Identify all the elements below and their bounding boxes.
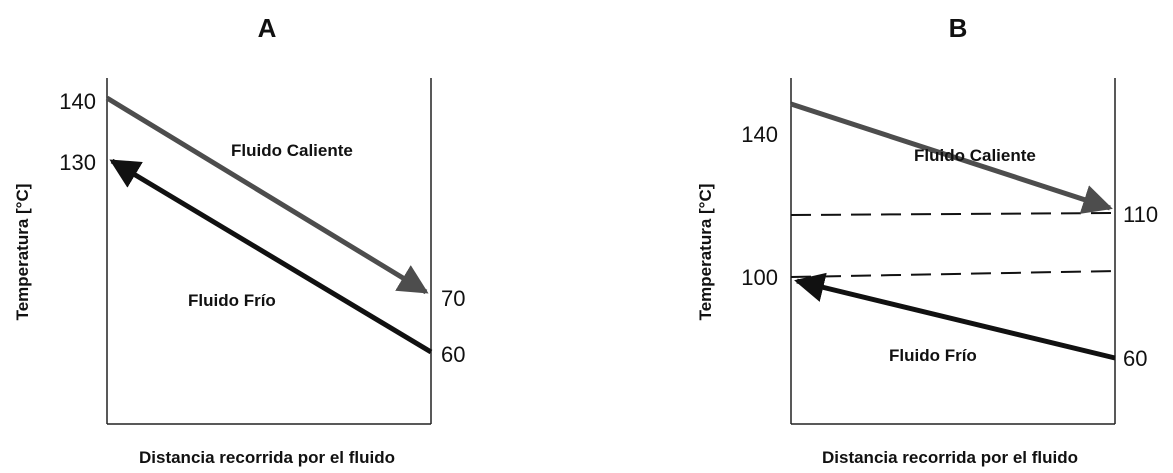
panel-b-y-axis-label: Temperatura [°C] [696, 184, 715, 321]
panel-b-title: B [949, 13, 968, 43]
panel-a-tick-140: 140 [59, 89, 96, 114]
panel-b-cold-fluid-line [794, 272, 1116, 361]
panel-b-dashed-line-110 [790, 212, 1116, 216]
panel-a-hot-fluid-line [105, 95, 429, 295]
panel-a-y-axis-label: Temperatura [°C] [13, 184, 32, 321]
panel-b-tick-60: 60 [1123, 346, 1147, 371]
panel-a-tick-60: 60 [441, 342, 465, 367]
panel-a-tick-70: 70 [441, 286, 465, 311]
panel-a-cold-fluid-label: Fluido Frío [188, 291, 276, 310]
panel-b-tick-140: 140 [741, 122, 778, 147]
panel-a-title: A [258, 13, 277, 43]
panel-b-hot-fluid-label: Fluido Caliente [914, 146, 1036, 165]
panel-b-tick-100: 100 [741, 265, 778, 290]
panel-b-x-axis-label: Distancia recorrida por el fluido [822, 448, 1078, 467]
panel-b-tick-110: 110 [1123, 202, 1158, 227]
panel-b-cold-fluid-label: Fluido Frío [889, 346, 977, 365]
panel-b-dashed-line-100 [790, 270, 1116, 278]
panel-a-x-axis-label: Distancia recorrida por el fluido [139, 448, 395, 467]
panel-b: B 140 110 100 60 Fluido Caliente Fluido … [696, 13, 1158, 467]
panel-a: A 140 130 70 60 Fluido Caliente Fluido F… [13, 13, 465, 467]
panel-a-hot-fluid-label: Fluido Caliente [231, 141, 353, 160]
panel-a-tick-130: 130 [59, 150, 96, 175]
panel-a-cold-fluid-line [109, 158, 433, 355]
panel-b-hot-fluid-line [790, 101, 1113, 214]
